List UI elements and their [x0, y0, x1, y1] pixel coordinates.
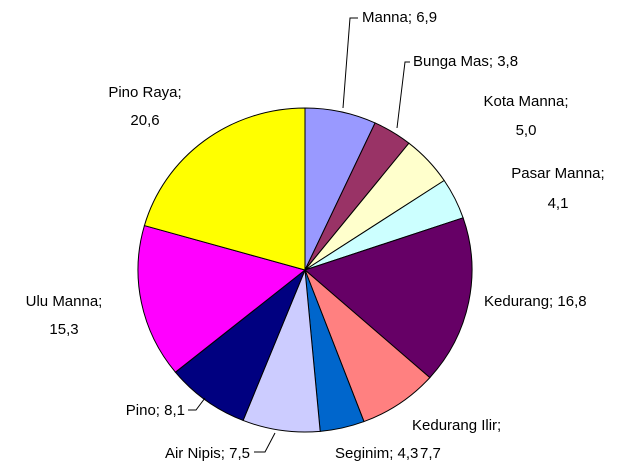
leader-line	[254, 432, 276, 453]
pie-slice	[143, 107, 306, 271]
data-label: Pino; 8,1	[126, 402, 185, 419]
data-label: Ulu Manna;	[26, 293, 103, 310]
leader-line	[342, 17, 358, 109]
data-label: Seginim; 4,3	[335, 445, 418, 462]
data-label: Pasar Manna;	[511, 165, 604, 182]
leader-line	[396, 61, 410, 129]
data-label: Manna; 6,9	[362, 9, 437, 26]
data-label: 5,0	[516, 122, 537, 139]
data-label: Air Nipis; 7,5	[165, 445, 250, 462]
data-label: Kota Manna;	[483, 93, 568, 110]
data-label: 20,6	[130, 112, 159, 129]
pie-slice	[137, 224, 307, 373]
data-label: Kedurang Ilir;	[412, 417, 501, 434]
data-label: 4,1	[548, 195, 569, 212]
pie-slice	[304, 217, 473, 379]
data-label: Pino Raya;	[108, 84, 181, 101]
data-label: 15,3	[49, 321, 78, 338]
data-label: 7,7	[420, 445, 441, 462]
leader-line	[188, 397, 206, 411]
data-label: Bunga Mas; 3,8	[413, 53, 518, 70]
data-label: Kedurang; 16,8	[484, 293, 587, 310]
